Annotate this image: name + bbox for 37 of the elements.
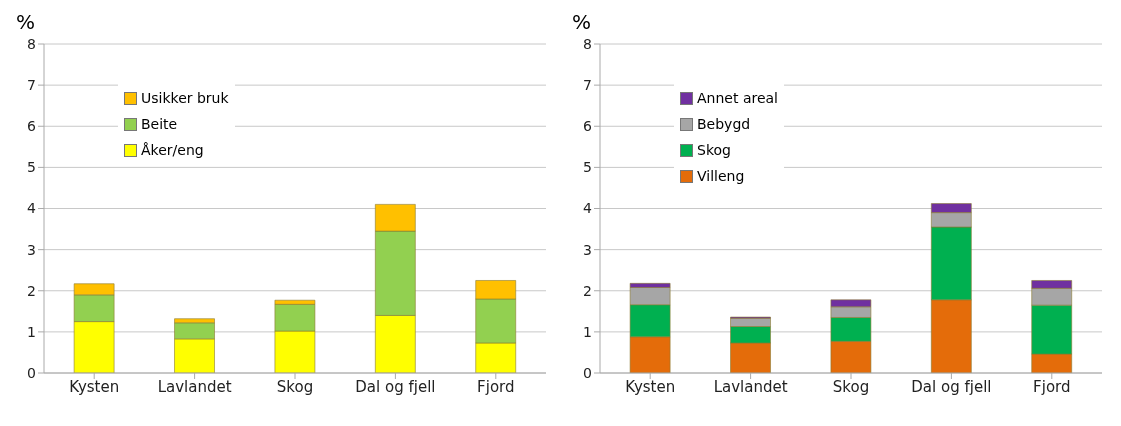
- y-tick-label: 2: [583, 282, 592, 299]
- y-tick-label: 0: [583, 364, 592, 381]
- y-tick-label: 6: [583, 118, 593, 135]
- x-tick-label: Lavlandet: [157, 377, 232, 396]
- y-tick-label: 5: [27, 159, 36, 176]
- legend-label: Usikker bruk: [141, 90, 229, 106]
- y-tick-label: 1: [27, 323, 36, 340]
- y-tick-label: 3: [27, 241, 36, 258]
- y-tick-label: 2: [27, 282, 36, 299]
- y-tick-label: 1: [583, 323, 592, 340]
- y-tick-label: 0: [27, 364, 36, 381]
- legend-label: Annet areal: [697, 90, 778, 106]
- legend-label: Bebygd: [697, 116, 751, 132]
- y-tick-label: 4: [583, 200, 593, 217]
- x-tick-label: Lavlandet: [713, 377, 788, 396]
- x-tick-label: Skog: [276, 377, 314, 396]
- x-tick-label: Fjord: [1033, 377, 1071, 396]
- y-tick-label: 7: [583, 77, 592, 94]
- y-tick-label: 5: [583, 159, 592, 176]
- x-tick-label: Fjord: [477, 377, 515, 396]
- legend-label: Beite: [141, 116, 178, 132]
- legend-label: Villeng: [697, 168, 745, 184]
- x-tick-label: Dal og fjell: [355, 377, 436, 396]
- x-tick-label: Skog: [832, 377, 870, 396]
- y-axis-title: %: [16, 10, 36, 34]
- y-tick-label: 3: [583, 241, 592, 258]
- y-tick-label: 6: [27, 118, 37, 135]
- y-tick-label: 8: [583, 35, 592, 52]
- y-axis-title: %: [572, 10, 592, 34]
- x-tick-label: Dal og fjell: [911, 377, 992, 396]
- y-tick-label: 7: [27, 77, 36, 94]
- legend-label: Åker/eng: [141, 142, 204, 158]
- y-tick-label: 8: [27, 35, 36, 52]
- x-tick-label: Kysten: [69, 377, 120, 396]
- legend-label: Skog: [697, 142, 731, 158]
- y-tick-label: 4: [27, 200, 37, 217]
- x-tick-label: Kysten: [625, 377, 676, 396]
